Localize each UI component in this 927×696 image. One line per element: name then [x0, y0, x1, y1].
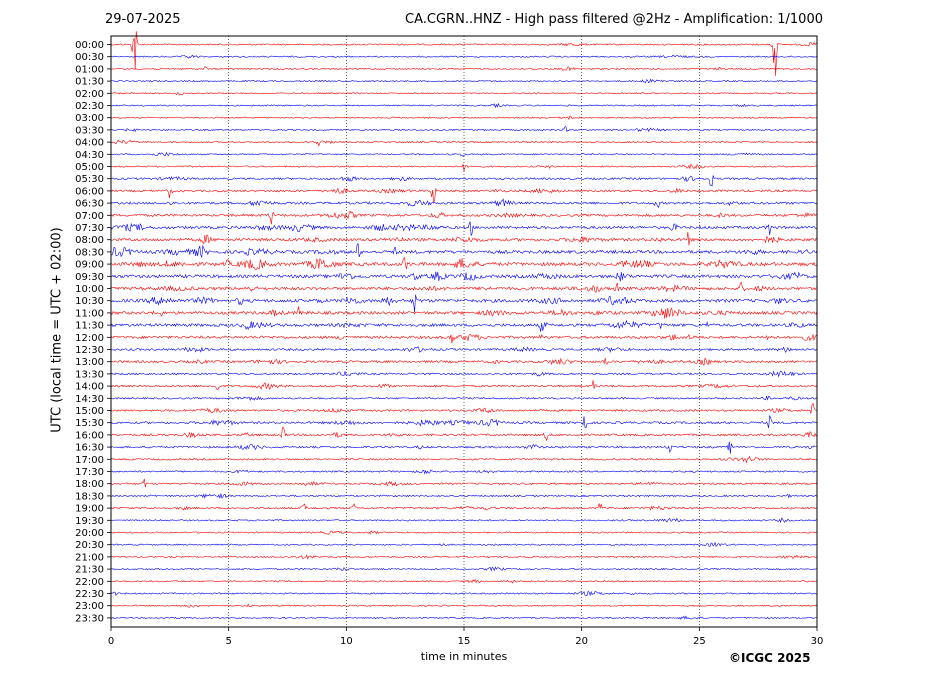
- trace-row-2130: [110, 566, 818, 572]
- y-tick-label: 05:30: [75, 174, 104, 185]
- y-tick-label: 16:00: [75, 430, 104, 441]
- x-tick-label: 0: [108, 636, 114, 647]
- trace-row-1930: [110, 517, 818, 524]
- y-tick-label: 17:30: [75, 467, 104, 478]
- copyright-text: ©ICGC 2025: [729, 651, 811, 665]
- trace-row-0700: [110, 210, 818, 225]
- y-tick-label: 23:00: [75, 601, 104, 612]
- y-tick-label: 13:00: [75, 357, 104, 368]
- plot-date: 29-07-2025: [105, 12, 181, 27]
- trace-row-2030: [110, 541, 818, 547]
- y-tick-label: 18:30: [75, 491, 104, 502]
- x-tick-label: 25: [693, 636, 706, 647]
- y-axis-label: UTC (local time = UTC + 02:00): [49, 227, 65, 433]
- y-tick-label: 10:30: [75, 296, 104, 307]
- y-tick-label: 07:30: [75, 223, 104, 234]
- trace-row-1300: [110, 357, 818, 366]
- y-tick-label: 15:00: [75, 406, 104, 417]
- y-tick-label: 22:30: [75, 589, 104, 600]
- y-tick-label: 11:00: [75, 308, 104, 319]
- y-tick-label: 23:30: [75, 613, 104, 624]
- trace-row-1330: [110, 370, 818, 378]
- y-tick-label: 11:30: [75, 321, 104, 332]
- trace-row-0900: [110, 256, 818, 271]
- y-tick-label: 09:00: [75, 260, 104, 271]
- y-tick-label: 10:00: [75, 284, 104, 295]
- trace-row-0530: [110, 175, 818, 187]
- y-tick-label: 12:00: [75, 333, 104, 344]
- y-tick-label: 20:30: [75, 540, 104, 551]
- trace-row-2100: [111, 554, 818, 560]
- y-tick-label: 17:00: [75, 455, 104, 466]
- y-tick-label: 13:30: [75, 369, 104, 380]
- y-tick-label: 16:30: [75, 443, 104, 454]
- trace-row-2000: [110, 530, 818, 535]
- trace-row-1430: [110, 395, 818, 401]
- trace-row-2200: [110, 579, 818, 584]
- y-tick-label: 05:00: [75, 162, 104, 173]
- y-tick-label: 07:00: [75, 211, 104, 222]
- trace-row-1000: [110, 281, 818, 293]
- plot-title: CA.CGRN..HNZ - High pass filtered @2Hz -…: [405, 12, 823, 27]
- trace-row-0600: [110, 187, 818, 204]
- y-tick-label: 01:30: [75, 77, 104, 88]
- y-tick-label: 19:00: [75, 504, 104, 515]
- x-tick-label: 10: [340, 636, 353, 647]
- trace-row-1200: [110, 333, 818, 344]
- trace-row-0000: [110, 31, 818, 76]
- grid-layer: [228, 36, 700, 627]
- trace-row-0630: [110, 198, 818, 209]
- y-tick-label: 03:00: [75, 113, 104, 124]
- x-tick-label: 15: [458, 636, 471, 647]
- x-axis-label: time in minutes: [420, 650, 508, 663]
- trace-row-1500: [110, 402, 818, 414]
- y-tick-label: 22:00: [75, 577, 104, 588]
- y-tick-label: 06:00: [75, 186, 104, 197]
- axes-layer: [110, 35, 818, 628]
- trace-layer: [110, 31, 818, 620]
- x-tick-label: 30: [811, 636, 824, 647]
- trace-row-0430: [110, 151, 818, 157]
- y-tick-label: 04:30: [75, 150, 104, 161]
- y-tick-label: 12:30: [75, 345, 104, 356]
- y-tick-label: 02:30: [75, 101, 104, 112]
- plot-frame: [110, 35, 818, 628]
- y-tick-label: 09:30: [75, 272, 104, 283]
- y-tick-label: 21:00: [75, 552, 104, 563]
- y-tick-label: 18:00: [75, 479, 104, 490]
- trace-row-0800: [110, 231, 818, 246]
- y-tick-label: 08:30: [75, 247, 104, 258]
- y-tick-label: 08:00: [75, 235, 104, 246]
- y-tick-label: 06:30: [75, 199, 104, 210]
- x-tick-labels: 0 5 10 15 20 25 30: [108, 627, 824, 647]
- trace-row-0100: [110, 66, 818, 72]
- y-tick-label: 14:30: [75, 394, 104, 405]
- y-tick-label: 15:30: [75, 418, 104, 429]
- y-tick-label: 21:30: [75, 565, 104, 576]
- y-tick-label: 02:00: [75, 89, 104, 100]
- y-tick-label: 14:00: [75, 382, 104, 393]
- x-tick-label: 20: [575, 636, 588, 647]
- y-tick-label: 01:00: [75, 64, 104, 75]
- trace-row-2230: [110, 590, 817, 597]
- y-tick-label: 20:00: [75, 528, 104, 539]
- y-tick-label: 04:00: [75, 138, 104, 149]
- x-tick-label: 5: [225, 636, 231, 647]
- y-tick-label: 03:30: [75, 125, 104, 136]
- y-tick-label: 19:30: [75, 516, 104, 527]
- y-tick-label: 00:00: [75, 40, 104, 51]
- trace-row-2300: [110, 603, 818, 608]
- y-tick-label: 00:30: [75, 52, 104, 63]
